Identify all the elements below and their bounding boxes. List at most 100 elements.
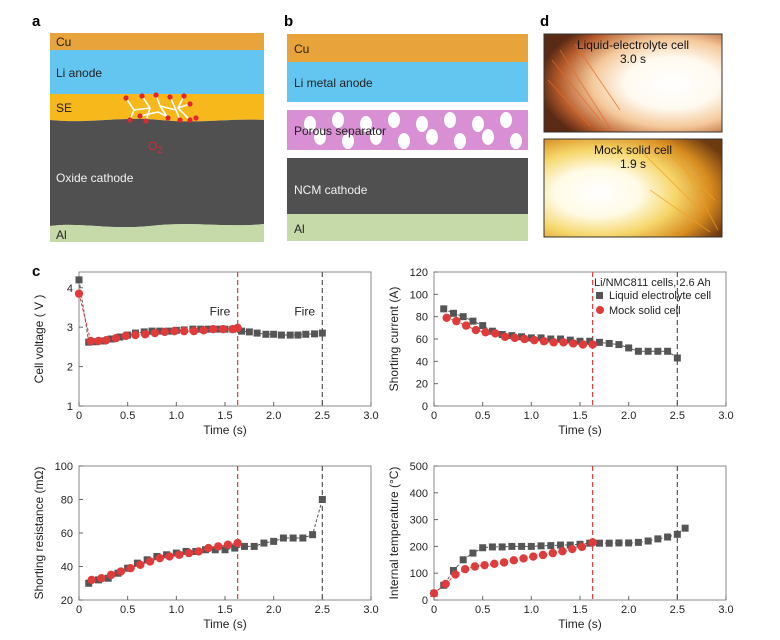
point-liquid <box>211 546 219 554</box>
x-axis-label: Time (s) <box>558 617 602 631</box>
point-liquid <box>518 542 526 550</box>
point-liquid <box>605 539 613 547</box>
point-solid <box>520 334 529 344</box>
point-solid <box>578 340 588 349</box>
point-liquid <box>240 542 248 550</box>
separator-pore <box>500 112 512 128</box>
point-solid <box>136 560 145 570</box>
point-solid <box>481 328 490 337</box>
point-solid <box>165 552 174 561</box>
point-liquid <box>654 347 662 355</box>
x-tick-label: 1.5 <box>217 604 232 616</box>
y-axis-label: Shorting current (A) <box>387 287 401 392</box>
x-tick-label: 2.0 <box>621 410 636 422</box>
point-liquid <box>104 574 112 582</box>
y-tick-label: 120 <box>410 267 428 279</box>
x-tick-label: 3.0 <box>363 410 378 422</box>
point-liquid <box>270 537 278 545</box>
point-solid <box>490 559 499 569</box>
point-solid <box>500 332 510 341</box>
se-layer-a <box>50 94 264 122</box>
point-solid <box>160 327 169 337</box>
separator-pore <box>416 116 428 132</box>
point-solid <box>184 548 194 558</box>
y-tick-label: 80 <box>416 312 428 324</box>
point-liquid <box>557 335 565 343</box>
x-tick-label: 1.5 <box>572 604 587 616</box>
legend: Li/NMC811 cells, 2.6 Ah Liquid electroly… <box>594 277 711 317</box>
y-axis-label: Shorting resistance (mΩ) <box>32 466 46 599</box>
point-liquid <box>615 341 623 349</box>
point-solid <box>175 550 184 559</box>
separator-pore <box>360 116 372 132</box>
point-solid <box>529 552 538 561</box>
x-tick-label: 1.0 <box>169 410 184 422</box>
point-liquid <box>231 544 239 552</box>
y-tick-label: 0 <box>422 595 428 607</box>
separator-pore <box>472 116 484 132</box>
point-liquid <box>311 330 319 338</box>
point-solid <box>510 333 519 343</box>
point-solid <box>106 570 116 580</box>
point-solid <box>97 574 106 583</box>
point-liquid <box>625 539 633 547</box>
chart-4: 0 0.5 1.0 1.5 2.0 2.5 3.0 0 100 200 300 400 500 Time … <box>387 461 734 631</box>
point-liquid <box>309 531 317 539</box>
x-tick-label: 3.0 <box>363 604 378 616</box>
point-liquid <box>576 337 584 345</box>
point-solid <box>460 564 470 574</box>
point-liquid <box>318 329 326 337</box>
plot-frame <box>78 465 372 601</box>
x-tick-label: 0.5 <box>475 410 490 422</box>
point-liquid <box>508 542 516 550</box>
point-liquid <box>107 335 115 343</box>
y-tick-label: 60 <box>61 528 73 540</box>
point-liquid <box>449 567 457 575</box>
cu-layer-a <box>50 33 264 50</box>
separator-pore <box>304 116 316 132</box>
x-tick-label: 0.5 <box>120 410 135 422</box>
legend-liquid-label: Liquid electrolyte cell <box>609 290 711 302</box>
photo-liquid-cell: Liquid-electrolyte cell 3.0 s <box>543 33 723 133</box>
y-tick-label: 40 <box>61 562 73 574</box>
point-liquid <box>654 535 662 543</box>
point-solid <box>199 326 208 335</box>
plot-frame <box>433 465 727 601</box>
point-solid <box>559 338 568 347</box>
point-liquid <box>260 539 268 547</box>
panel-letter-b: b <box>284 13 293 30</box>
x-tick-label: 2.5 <box>670 410 685 422</box>
point-solid <box>471 325 481 335</box>
point-liquid <box>664 347 672 355</box>
chart-3: 0 0.5 1.0 1.5 2.0 2.5 3.0 20 40 60 80 100 Time (s) Sh… <box>32 461 379 631</box>
li-metal-anode-label: Li metal anode <box>294 76 373 90</box>
chart-1: 0 0.5 1.0 1.5 2.0 2.5 3.0 1 2 3 4 Time (s) Cell volt… <box>32 271 379 437</box>
point-liquid <box>644 537 652 545</box>
point-liquid <box>299 534 307 542</box>
point-liquid <box>664 533 672 541</box>
point-liquid <box>488 543 496 551</box>
point-solid <box>218 324 228 334</box>
point-solid <box>558 547 567 556</box>
al-label-b: Al <box>294 222 305 236</box>
separator-pore <box>444 112 456 128</box>
cu-layer-b <box>287 34 528 62</box>
se-label: SE <box>56 101 72 115</box>
oxygen-dots <box>123 92 199 124</box>
point-solid <box>209 324 218 334</box>
separator-pore <box>482 129 494 145</box>
li-anode-layer-a <box>50 50 264 94</box>
point-solid <box>116 567 126 576</box>
point-liquid <box>262 330 270 338</box>
point-solid <box>126 563 135 573</box>
point-liquid <box>253 329 261 337</box>
y-tick-label: 100 <box>410 568 428 580</box>
porous-separator-label: Porous separator <box>294 124 386 138</box>
point-liquid <box>204 325 212 333</box>
y-tick-label: 40 <box>416 356 428 368</box>
point-liquid <box>277 331 285 339</box>
point-liquid <box>644 347 652 355</box>
panel-a-schematic: Cu Li anode SE O2 Oxide cathode Al <box>50 33 264 242</box>
point-liquid <box>289 534 297 542</box>
